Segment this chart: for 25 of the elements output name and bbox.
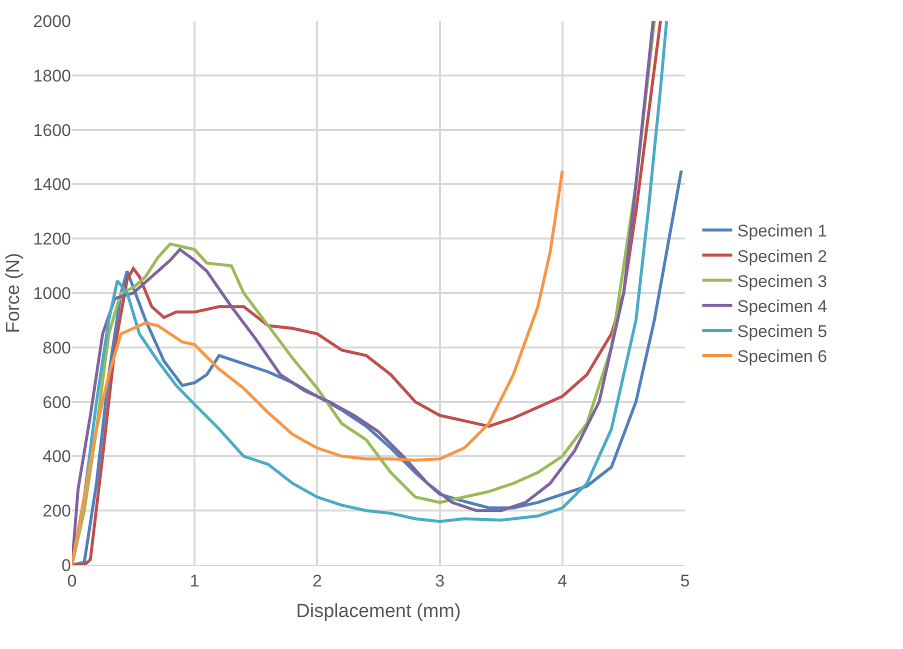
legend-label: Specimen 2 xyxy=(737,246,828,266)
legend-label: Specimen 6 xyxy=(737,347,828,366)
x-tick-label: 5 xyxy=(680,571,690,590)
y-tick-label: 600 xyxy=(42,392,71,412)
legend-label: Specimen 3 xyxy=(737,272,828,291)
y-tick-label: 400 xyxy=(42,447,71,466)
legend-label: Specimen 1 xyxy=(737,222,828,241)
y-tick-label: 0 xyxy=(62,556,71,575)
y-tick-label: 200 xyxy=(42,502,71,521)
y-tick-label: 1800 xyxy=(33,66,71,86)
y-tick-label: 1600 xyxy=(33,120,71,140)
x-tick-label: 4 xyxy=(558,571,568,590)
y-tick-label: 1000 xyxy=(33,284,71,303)
y-tick-label: 1400 xyxy=(33,175,71,194)
legend-label: Specimen 5 xyxy=(737,322,828,342)
line-series xyxy=(72,169,564,565)
y-tick-label: 800 xyxy=(42,338,71,358)
x-tick-label: 3 xyxy=(435,571,445,590)
x-axis-title: Displacement (mm) xyxy=(296,601,461,622)
legend-label: Specimen 4 xyxy=(737,296,828,316)
x-tick-label: 1 xyxy=(190,571,200,590)
y-axis-title: Force (N) xyxy=(3,252,24,334)
x-tick-label: 2 xyxy=(312,571,322,590)
y-tick-label: 2000 xyxy=(33,12,71,31)
y-tick-label: 1200 xyxy=(33,230,71,249)
